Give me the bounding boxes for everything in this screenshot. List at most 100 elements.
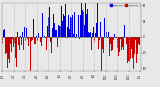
Bar bbox=[121, 37, 122, 50]
Bar bbox=[8, 37, 9, 59]
Bar bbox=[23, 37, 24, 50]
Bar bbox=[82, 10, 83, 37]
Bar bbox=[64, 16, 65, 37]
Bar bbox=[79, 37, 80, 39]
Bar bbox=[108, 32, 109, 37]
Bar bbox=[130, 37, 131, 59]
Bar bbox=[115, 37, 116, 38]
Bar bbox=[49, 7, 50, 37]
Bar bbox=[111, 37, 112, 39]
Bar bbox=[85, 3, 86, 37]
Bar bbox=[101, 37, 102, 71]
Bar bbox=[89, 33, 90, 37]
Bar bbox=[83, 26, 84, 37]
Bar bbox=[84, 25, 85, 37]
Bar bbox=[62, 21, 63, 37]
Bar bbox=[30, 37, 31, 71]
Bar bbox=[24, 27, 25, 37]
Bar bbox=[136, 37, 137, 63]
Bar bbox=[33, 19, 34, 37]
Bar bbox=[27, 37, 28, 39]
Bar bbox=[14, 37, 15, 43]
Bar bbox=[127, 37, 128, 63]
Bar bbox=[118, 37, 119, 56]
Bar bbox=[66, 37, 67, 38]
Bar bbox=[25, 37, 26, 41]
Bar bbox=[45, 37, 46, 38]
Bar bbox=[32, 37, 33, 40]
Bar bbox=[65, 4, 66, 37]
Bar bbox=[69, 29, 70, 37]
Bar bbox=[68, 15, 69, 37]
Bar bbox=[110, 37, 111, 44]
Bar bbox=[71, 18, 72, 37]
Bar bbox=[80, 15, 81, 37]
Bar bbox=[7, 37, 8, 71]
Bar bbox=[17, 32, 18, 37]
Bar bbox=[96, 23, 97, 37]
Legend: Dew Point, Humidity: Dew Point, Humidity bbox=[109, 4, 140, 6]
Bar bbox=[74, 12, 75, 37]
Bar bbox=[123, 37, 124, 50]
Bar bbox=[106, 32, 107, 37]
Bar bbox=[139, 37, 140, 51]
Bar bbox=[36, 36, 37, 37]
Bar bbox=[31, 37, 32, 41]
Bar bbox=[26, 28, 27, 37]
Bar bbox=[73, 34, 74, 37]
Bar bbox=[81, 3, 82, 37]
Bar bbox=[113, 37, 114, 40]
Bar bbox=[15, 37, 16, 58]
Bar bbox=[3, 30, 4, 37]
Bar bbox=[6, 37, 7, 53]
Bar bbox=[37, 37, 38, 41]
Bar bbox=[50, 37, 51, 41]
Bar bbox=[116, 37, 117, 38]
Bar bbox=[56, 30, 57, 37]
Bar bbox=[35, 33, 36, 37]
Bar bbox=[90, 32, 91, 37]
Bar bbox=[9, 37, 10, 63]
Bar bbox=[11, 37, 12, 52]
Bar bbox=[29, 37, 30, 38]
Bar bbox=[99, 37, 100, 40]
Bar bbox=[109, 37, 110, 56]
Bar bbox=[16, 37, 17, 59]
Bar bbox=[72, 18, 73, 37]
Bar bbox=[67, 27, 68, 37]
Bar bbox=[86, 14, 87, 37]
Bar bbox=[38, 37, 39, 55]
Bar bbox=[124, 25, 125, 37]
Bar bbox=[34, 37, 35, 44]
Bar bbox=[19, 37, 20, 50]
Bar bbox=[5, 37, 6, 54]
Bar bbox=[51, 37, 52, 53]
Bar bbox=[42, 13, 43, 37]
Bar bbox=[53, 14, 54, 37]
Bar bbox=[100, 37, 101, 44]
Bar bbox=[135, 37, 136, 41]
Bar bbox=[13, 37, 14, 51]
Bar bbox=[120, 37, 121, 39]
Bar bbox=[54, 23, 55, 37]
Bar bbox=[137, 37, 138, 54]
Bar bbox=[126, 37, 127, 44]
Bar bbox=[46, 37, 47, 50]
Bar bbox=[138, 37, 139, 44]
Bar bbox=[22, 32, 23, 37]
Bar bbox=[93, 27, 94, 37]
Bar bbox=[97, 3, 98, 37]
Bar bbox=[20, 36, 21, 37]
Bar bbox=[76, 34, 77, 37]
Bar bbox=[92, 33, 93, 37]
Bar bbox=[41, 37, 42, 38]
Bar bbox=[2, 37, 3, 43]
Bar bbox=[129, 37, 130, 62]
Bar bbox=[44, 35, 45, 37]
Bar bbox=[104, 18, 105, 37]
Bar bbox=[52, 28, 53, 37]
Bar bbox=[87, 9, 88, 37]
Bar bbox=[117, 37, 118, 48]
Bar bbox=[98, 37, 99, 49]
Bar bbox=[122, 37, 123, 47]
